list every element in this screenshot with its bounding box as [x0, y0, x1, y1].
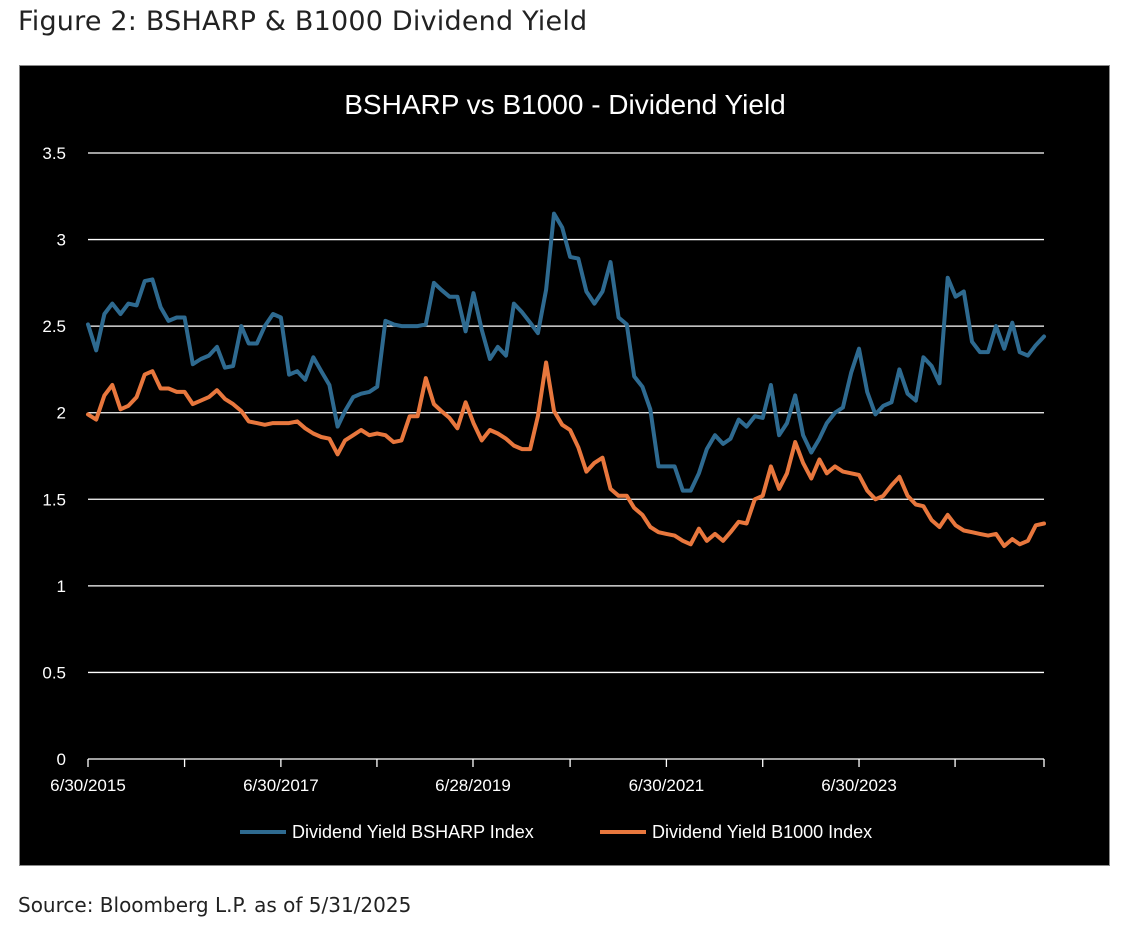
legend-label: Dividend Yield BSHARP Index: [292, 822, 534, 842]
y-tick-label: 1: [57, 577, 66, 596]
chart-title: BSHARP vs B1000 - Dividend Yield: [344, 89, 786, 120]
chart-svg: BSHARP vs B1000 - Dividend Yield 0 0.5 1 1.…: [42, 89, 1046, 842]
y-tick-label: 3: [57, 231, 66, 250]
legend-item-bsharp: Dividend Yield BSHARP Index: [240, 822, 534, 842]
series-line-b1000: [86, 360, 1046, 548]
legend-item-b1000: Dividend Yield B1000 Index: [600, 822, 872, 842]
x-tick-label: 6/30/2017: [243, 776, 319, 795]
x-tick-label: 6/30/2015: [50, 776, 126, 795]
x-tick-label: 6/30/2021: [629, 776, 705, 795]
y-tick-label: 2.5: [42, 317, 66, 336]
figure-title: Figure 2: BSHARP & B1000 Dividend Yield: [18, 6, 588, 37]
x-tick-label: 6/28/2019: [435, 776, 511, 795]
y-tick-label: 0.5: [42, 663, 66, 682]
source-note: Source: Bloomberg L.P. as of 5/31/2025: [18, 893, 412, 917]
y-tick-label: 3.5: [42, 144, 66, 163]
y-tick-label: 0: [57, 750, 66, 769]
y-tick-label: 2: [57, 404, 66, 423]
series-line-bsharp: [86, 211, 1046, 493]
y-tick-label: 1.5: [42, 490, 66, 509]
x-tick-label: 6/30/2023: [821, 776, 897, 795]
legend-label: Dividend Yield B1000 Index: [652, 822, 872, 842]
chart-panel: BSHARP vs B1000 - Dividend Yield 0 0.5 1 1.…: [19, 65, 1110, 866]
